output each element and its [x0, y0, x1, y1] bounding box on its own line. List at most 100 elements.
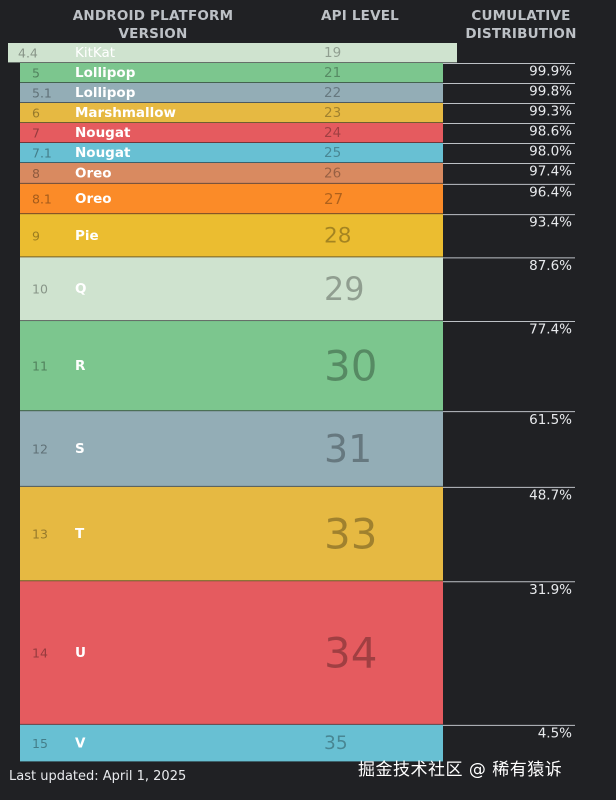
version-name: T — [75, 526, 85, 542]
cumulative-value: 48.7% — [529, 488, 572, 504]
version-name: R — [75, 358, 86, 374]
api-level: 26 — [324, 165, 341, 181]
watermark-text: 掘金技术社区 @ 稀有猿诉 — [358, 760, 563, 780]
row-31: 12 S 31 61.5% — [20, 411, 575, 487]
cumulative-value: 77.4% — [529, 322, 572, 338]
cumulative-value: 98.6% — [529, 124, 572, 140]
row-19: 4.4 KitKat 19 — [8, 43, 457, 63]
version-name: S — [75, 441, 85, 457]
row-29: 10 Q 29 87.6% — [20, 257, 575, 322]
row-30: 11 R 30 77.4% — [20, 321, 575, 412]
row-35: 15 V 35 4.5% — [20, 724, 575, 762]
row-25: 7.1 Nougat 25 98.0% — [20, 143, 575, 163]
row-21: 5 Lollipop 21 99.9% — [20, 63, 575, 83]
version-name: Lollipop — [75, 65, 136, 81]
row-bar-33 — [20, 486, 443, 582]
row-bar-21 — [20, 63, 443, 83]
version-number: 9 — [32, 228, 40, 243]
cumulative-column-header: CUMULATIVE DISTRIBUTION — [458, 7, 584, 43]
version-number: 5 — [32, 66, 40, 81]
cumulative-value: 93.4% — [529, 215, 572, 231]
version-name: Lollipop — [75, 85, 136, 101]
row-bar-34 — [20, 581, 443, 725]
row-bar-35 — [20, 724, 443, 762]
row-26: 8 Oreo 26 97.4% — [20, 163, 575, 184]
cumulative-value: 4.5% — [538, 725, 572, 741]
version-name: Oreo — [75, 165, 112, 181]
version-number: 8 — [32, 166, 40, 181]
version-name: Q — [75, 281, 86, 297]
version-header-line1: ANDROID PLATFORM — [72, 8, 234, 24]
cumulative-value: 87.6% — [529, 258, 572, 274]
version-number: 11 — [32, 359, 48, 374]
row-23: 6 Marshmallow 23 99.3% — [20, 103, 575, 123]
version-column-header: ANDROID PLATFORM VERSION — [58, 7, 248, 43]
version-number: 7 — [32, 126, 40, 141]
version-name: Marshmallow — [75, 105, 176, 121]
version-number: 15 — [32, 736, 48, 751]
cumulative-header-line1: CUMULATIVE — [471, 8, 571, 24]
version-number: 4.4 — [18, 46, 38, 61]
api-level: 31 — [324, 427, 372, 471]
version-number: 8.1 — [32, 192, 52, 207]
last-updated-text: Last updated: April 1, 2025 — [9, 769, 187, 784]
cumulative-value: 98.0% — [529, 144, 572, 160]
api-level: 29 — [324, 270, 365, 308]
cumulative-header-line2: DISTRIBUTION — [465, 26, 577, 42]
api-level: 22 — [324, 85, 341, 101]
row-bar-23 — [20, 103, 443, 123]
version-name: V — [75, 735, 86, 751]
cumulative-value: 31.9% — [529, 582, 572, 598]
row-bar-29 — [20, 257, 443, 322]
api-level: 34 — [324, 629, 377, 678]
api-level: 35 — [324, 733, 348, 754]
row-bar-22 — [20, 83, 443, 103]
version-name: Nougat — [75, 145, 131, 161]
row-bar-31 — [20, 411, 443, 487]
api-level: 19 — [324, 45, 341, 61]
row-24: 7 Nougat 24 98.6% — [20, 123, 575, 143]
api-level: 25 — [324, 145, 341, 161]
cumulative-value: 99.8% — [529, 84, 572, 100]
row-28: 9 Pie 28 93.4% — [20, 214, 575, 258]
row-bar-28 — [20, 214, 443, 258]
version-name: Oreo — [75, 191, 112, 207]
row-bar-30 — [20, 321, 443, 412]
version-name: U — [75, 645, 86, 661]
cumulative-value: 96.4% — [529, 185, 572, 201]
row-bar-19 — [8, 43, 457, 63]
version-number: 6 — [32, 106, 40, 121]
version-number: 7.1 — [32, 146, 52, 161]
version-number: 14 — [32, 646, 48, 661]
api-level: 33 — [324, 510, 377, 559]
api-level: 30 — [324, 342, 377, 391]
cumulative-value: 61.5% — [529, 412, 572, 428]
row-34: 14 U 34 31.9% — [20, 581, 575, 725]
api-level: 23 — [324, 105, 341, 121]
cumulative-value: 97.4% — [529, 164, 572, 180]
version-name: Pie — [75, 228, 99, 244]
version-number: 10 — [32, 282, 48, 297]
version-number: 13 — [32, 527, 48, 542]
row-bar-25 — [20, 143, 443, 163]
api-level: 24 — [324, 125, 341, 141]
api-level: 27 — [324, 190, 343, 208]
cumulative-value: 99.9% — [529, 64, 572, 80]
api-column-header: API LEVEL — [300, 7, 420, 25]
row-bar-27 — [20, 183, 443, 215]
version-number: 12 — [32, 442, 48, 457]
api-level: 21 — [324, 65, 341, 81]
version-header-line2: VERSION — [118, 26, 188, 42]
row-bar-24 — [20, 123, 443, 143]
cumulative-value: 99.3% — [529, 104, 572, 120]
version-name: KitKat — [75, 45, 115, 61]
version-number: 5.1 — [32, 86, 52, 101]
api-level: 28 — [324, 223, 352, 248]
row-27: 8.1 Oreo 27 96.4% — [20, 183, 575, 215]
row-33: 13 T 33 48.7% — [20, 486, 575, 582]
api-header-label: API LEVEL — [321, 8, 399, 24]
row-22: 5.1 Lollipop 22 99.8% — [20, 83, 575, 103]
row-bar-26 — [20, 163, 443, 184]
version-name: Nougat — [75, 125, 131, 141]
